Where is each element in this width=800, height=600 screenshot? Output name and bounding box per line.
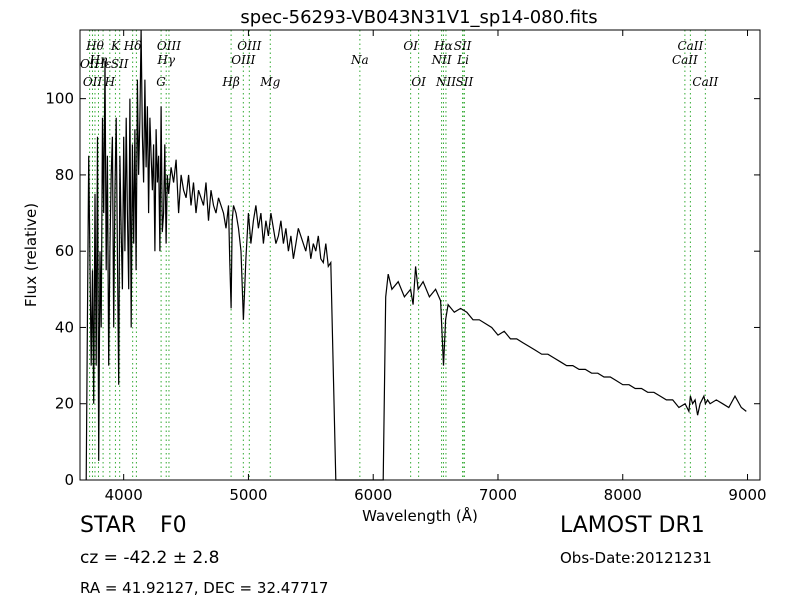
line-marker-label: SII xyxy=(454,39,472,53)
y-tick-label: 40 xyxy=(55,318,74,336)
coordinates: RA = 41.92127, DEC = 32.47717 xyxy=(80,579,329,597)
line-marker-label: OII xyxy=(80,57,100,71)
object-subclass: F0 xyxy=(160,513,187,538)
line-marker-label: SII xyxy=(456,75,474,89)
y-axis-ticks: 0 20 40 60 80 100 xyxy=(45,90,760,489)
spectral-line-markers xyxy=(89,30,706,480)
y-tick-label: 0 xyxy=(64,471,74,489)
y-tick-label: 80 xyxy=(55,166,74,184)
line-marker-label: Hθ xyxy=(85,39,104,53)
x-tick-label: 9000 xyxy=(728,486,766,504)
line-marker-label: Mg xyxy=(259,75,280,89)
line-marker-label: OIII xyxy=(157,39,181,53)
line-marker-label: OI xyxy=(411,75,426,89)
line-marker-label: Hδ xyxy=(123,39,142,53)
x-tick-label: 6000 xyxy=(354,486,392,504)
x-tick-label: 5000 xyxy=(229,486,267,504)
x-axis-ticks: 4000 5000 6000 7000 8000 9000 xyxy=(105,30,767,504)
line-marker-label: K xyxy=(110,39,121,53)
line-marker-label: OIII xyxy=(237,39,261,53)
object-class: STAR xyxy=(80,513,137,538)
line-marker-label: SII xyxy=(111,57,129,71)
line-marker-label: CaII xyxy=(672,53,698,67)
redshift-value: cz = -42.2 ± 2.8 xyxy=(80,548,220,568)
spectral-line-labels: OIIOIIHθHηHεHKSIIHδGHγOIIIHβOIIIOIIIMgNa… xyxy=(80,39,719,89)
line-marker-label: OI xyxy=(403,39,418,53)
plot-frame xyxy=(79,29,761,481)
line-marker-label: NII xyxy=(431,53,452,67)
x-tick-label: 4000 xyxy=(105,486,143,504)
line-marker-label: Hε xyxy=(94,57,112,71)
spectrum-line xyxy=(85,29,747,481)
x-axis-label: Wavelength (Å) xyxy=(362,506,478,525)
observation-date: Obs-Date:20121231 xyxy=(560,549,712,567)
line-marker-label: Hγ xyxy=(156,53,175,67)
line-marker-label: G xyxy=(156,75,166,89)
line-marker-label: NII xyxy=(435,75,456,89)
y-tick-label: 100 xyxy=(45,90,74,108)
y-axis-label: Flux (relative) xyxy=(22,203,40,307)
line-marker-label: Hη xyxy=(89,53,108,67)
line-marker-label: Hβ xyxy=(221,75,239,89)
line-marker-label: Li xyxy=(456,53,469,67)
line-marker-label: CaII xyxy=(692,75,718,89)
line-marker-label: CaII xyxy=(677,39,703,53)
y-tick-label: 60 xyxy=(55,242,74,260)
y-tick-label: 20 xyxy=(55,395,74,413)
x-tick-label: 7000 xyxy=(479,486,517,504)
line-marker-label: Hα xyxy=(433,39,453,53)
chart-title: spec-56293-VB043N31V1_sp14-080.fits xyxy=(240,7,597,28)
line-marker-label: H xyxy=(104,75,116,89)
line-marker-label: OIII xyxy=(231,53,255,67)
survey-name: LAMOST DR1 xyxy=(560,513,705,538)
line-marker-label: OII xyxy=(83,75,103,89)
x-tick-label: 8000 xyxy=(604,486,642,504)
line-marker-label: Na xyxy=(350,53,369,67)
